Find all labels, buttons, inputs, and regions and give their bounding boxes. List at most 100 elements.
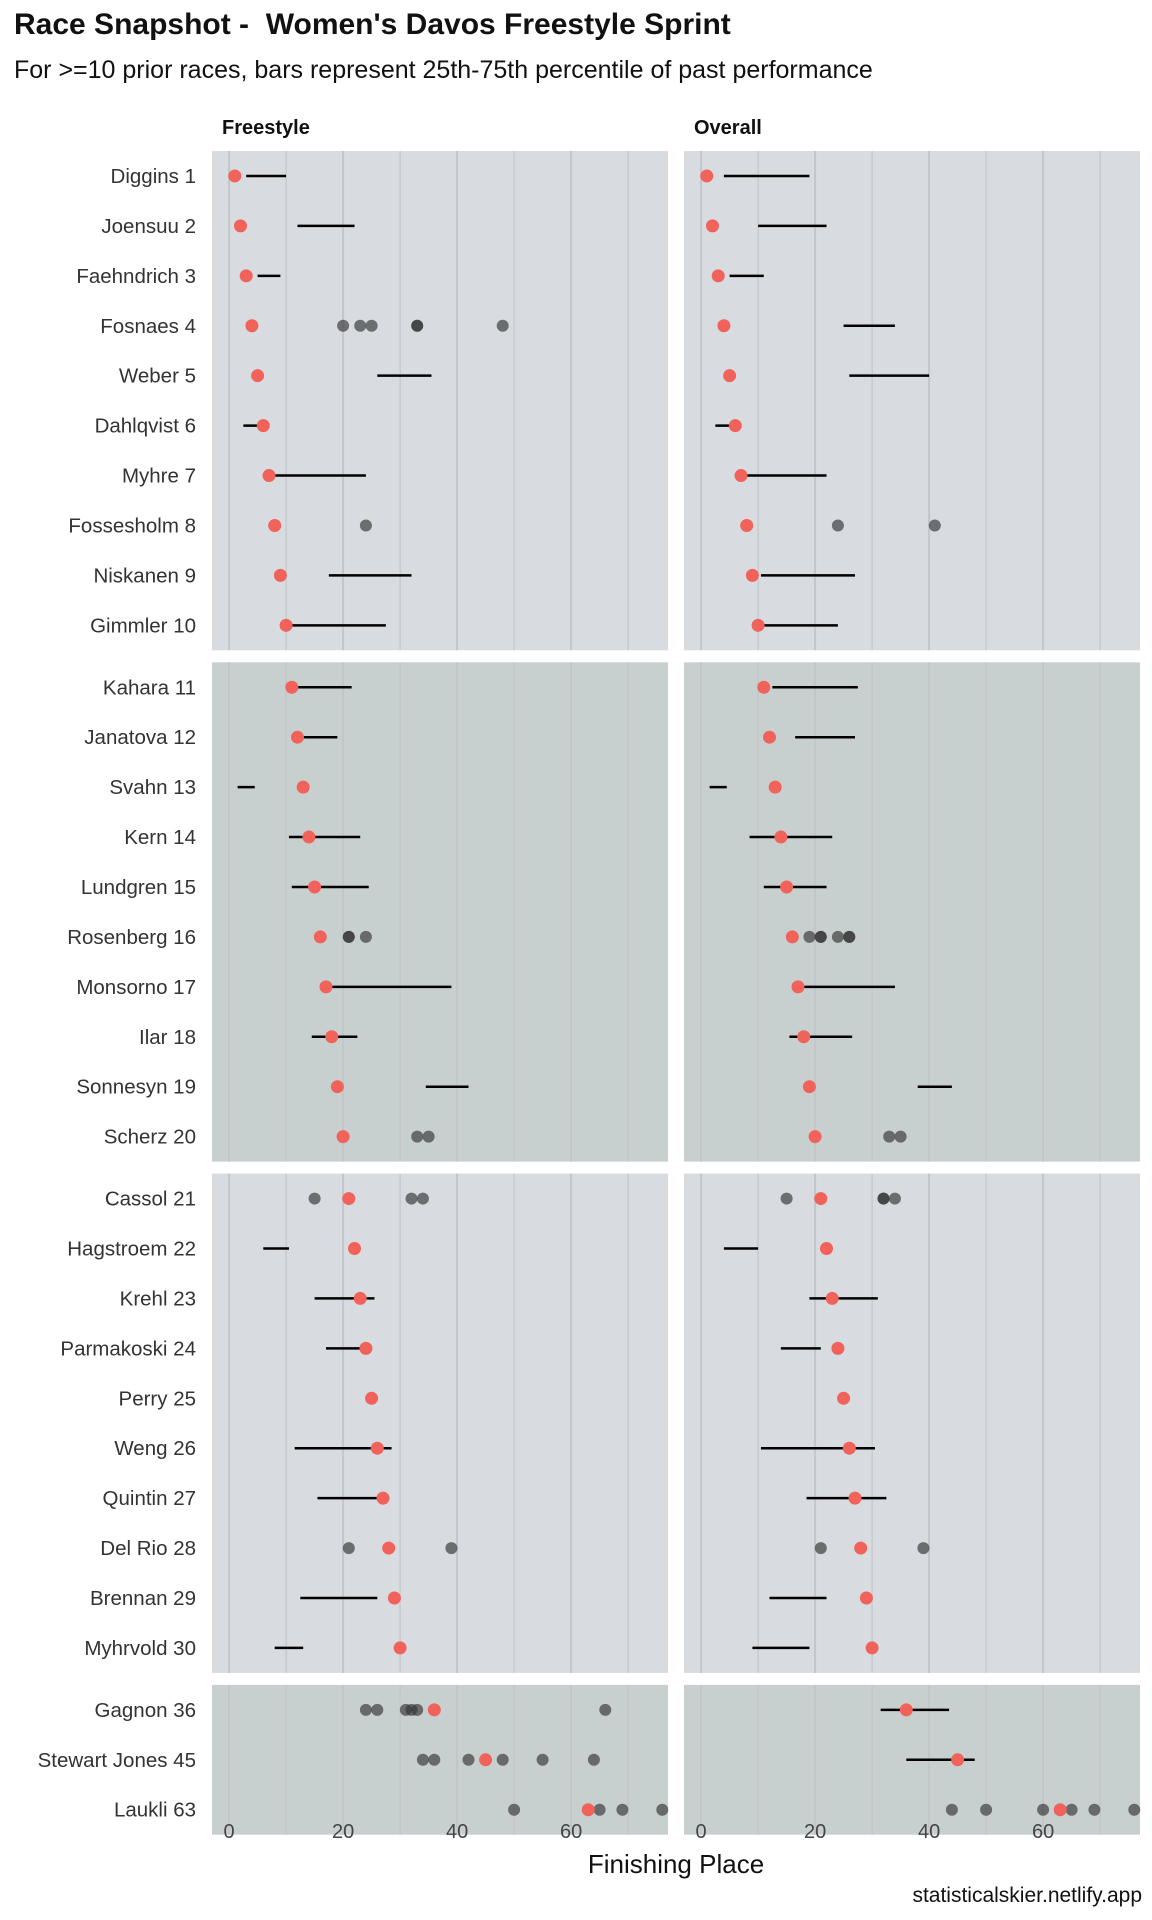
past-result-point xyxy=(359,1703,372,1716)
current-place-point xyxy=(256,419,270,433)
past-result-point xyxy=(1088,1803,1101,1816)
athlete-label: Ilar 18 xyxy=(139,1026,196,1049)
current-place-point xyxy=(700,169,714,183)
athlete-label: Scherz 20 xyxy=(104,1126,196,1149)
current-place-point xyxy=(325,1030,339,1044)
past-result-point xyxy=(843,930,856,943)
current-place-point xyxy=(865,1641,879,1655)
current-place-point xyxy=(848,1491,862,1505)
past-result-point xyxy=(411,1703,424,1716)
past-result-point xyxy=(593,1803,606,1816)
past-result-point xyxy=(308,1192,321,1205)
x-tick-label-overall: 0 xyxy=(696,1821,707,1843)
current-place-point xyxy=(859,1591,873,1605)
current-place-point xyxy=(711,269,725,283)
current-place-point xyxy=(723,369,737,383)
past-result-point xyxy=(445,1542,458,1555)
past-result-point xyxy=(411,1130,424,1143)
current-place-point xyxy=(342,1192,356,1206)
x-tick-label-overall: 20 xyxy=(804,1821,826,1843)
current-place-point xyxy=(837,1391,851,1405)
current-place-point xyxy=(1053,1803,1067,1817)
panel-band-freestyle-2 xyxy=(212,662,668,1162)
past-result-point xyxy=(342,1542,355,1555)
current-place-point xyxy=(330,1080,344,1094)
current-place-point xyxy=(706,219,719,233)
current-place-point xyxy=(239,269,253,283)
athlete-label: Parmakoski 24 xyxy=(60,1337,196,1360)
current-place-point xyxy=(348,1241,361,1255)
current-place-point xyxy=(302,830,316,844)
current-place-point xyxy=(780,880,794,894)
past-result-point xyxy=(814,1542,827,1555)
past-result-point xyxy=(508,1803,521,1816)
athlete-label: Faehndrich 3 xyxy=(76,265,196,288)
past-result-point xyxy=(1037,1803,1050,1816)
athlete-label: Laukli 63 xyxy=(114,1799,196,1822)
past-result-point xyxy=(337,319,350,332)
past-result-point xyxy=(616,1803,629,1816)
past-result-point xyxy=(365,319,378,332)
athlete-label: Kern 14 xyxy=(124,826,196,849)
current-place-point xyxy=(370,1441,384,1455)
athlete-label: Krehl 23 xyxy=(120,1287,196,1310)
athlete-label: Del Rio 28 xyxy=(100,1537,196,1560)
current-place-point xyxy=(774,830,788,844)
current-place-point xyxy=(854,1541,868,1555)
current-place-point xyxy=(285,680,299,694)
past-result-point xyxy=(1128,1803,1141,1816)
current-place-point xyxy=(820,1241,833,1255)
current-place-point xyxy=(268,518,282,532)
past-result-point xyxy=(656,1803,669,1816)
current-place-point xyxy=(291,730,304,744)
current-place-point xyxy=(751,618,765,632)
past-result-point xyxy=(536,1753,549,1766)
athlete-label: Myhrvold 30 xyxy=(84,1637,196,1660)
current-place-point xyxy=(831,1341,845,1355)
athlete-label: Myhre 7 xyxy=(122,465,196,488)
athlete-label: Perry 25 xyxy=(119,1387,196,1410)
past-result-point xyxy=(496,319,509,332)
current-place-point xyxy=(353,1291,367,1305)
past-result-point xyxy=(359,930,372,943)
current-place-point xyxy=(757,680,771,694)
athlete-label: Stewart Jones 45 xyxy=(38,1749,196,1772)
past-result-point xyxy=(831,519,844,532)
current-place-point xyxy=(842,1441,856,1455)
past-result-point xyxy=(371,1703,384,1716)
athlete-label: Rosenberg 16 xyxy=(67,926,196,949)
past-result-point xyxy=(780,1192,793,1205)
past-result-point xyxy=(359,519,372,532)
panel-band-freestyle-1 xyxy=(212,151,668,651)
current-place-point xyxy=(365,1391,379,1405)
current-place-point xyxy=(814,1192,828,1206)
current-place-point xyxy=(717,319,731,333)
x-tick-label-freestyle: 0 xyxy=(224,1821,235,1843)
past-result-point xyxy=(428,1753,441,1766)
athlete-label: Janatova 12 xyxy=(84,726,196,749)
x-tick-label-overall: 60 xyxy=(1032,1821,1054,1843)
athlete-label: Quintin 27 xyxy=(103,1487,196,1510)
past-result-point xyxy=(928,519,941,532)
athlete-label: Fosnaes 4 xyxy=(100,315,196,338)
facet-label-overall: Overall xyxy=(694,117,762,139)
current-place-point xyxy=(262,469,276,483)
current-place-point xyxy=(808,1130,822,1144)
current-place-point xyxy=(745,568,759,582)
current-place-point xyxy=(479,1753,493,1767)
past-result-point xyxy=(894,1130,907,1143)
past-result-point xyxy=(945,1803,958,1816)
current-place-point xyxy=(802,1080,816,1094)
x-axis-label: Finishing Place xyxy=(588,1849,764,1879)
current-place-point xyxy=(251,369,265,383)
current-place-point xyxy=(234,219,247,233)
athlete-label: Diggins 1 xyxy=(111,165,196,188)
panel-band-overall-3 xyxy=(684,1173,1140,1673)
past-result-point xyxy=(354,319,367,332)
current-place-point xyxy=(740,518,754,532)
chart-subtitle: For >=10 prior races, bars represent 25t… xyxy=(14,56,873,84)
current-place-point xyxy=(313,930,327,944)
athlete-label: Dahlqvist 6 xyxy=(95,415,196,438)
athlete-label: Monsorno 17 xyxy=(76,976,196,999)
